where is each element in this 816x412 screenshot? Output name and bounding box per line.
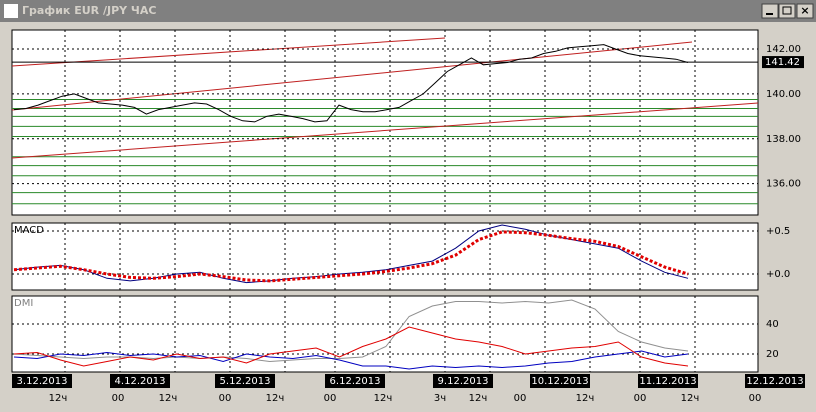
panel: [11, 29, 759, 216]
y-tick-label: 142.00: [766, 44, 801, 55]
panel: [11, 295, 759, 373]
y-tick-label: 140.00: [766, 89, 801, 100]
date-label: 12.12.2013: [746, 376, 803, 387]
panel-title: DMI: [14, 298, 33, 309]
y-tick-label: 40: [766, 319, 779, 330]
title-bar: [0, 0, 816, 22]
date-label: 6.12.2013: [330, 376, 381, 387]
maximize-icon: [782, 6, 792, 15]
window-title: График EUR /JPY ЧАС: [22, 4, 156, 17]
hour-label: 12ч: [159, 393, 178, 404]
hour-label: 12ч: [469, 393, 488, 404]
date-label: 10.12.2013: [531, 376, 588, 387]
date-box: [12, 374, 72, 388]
hour-label: 00: [514, 393, 527, 404]
date-box: [530, 374, 590, 388]
y-tick-label: +0.5: [766, 226, 790, 237]
y-tick-label: 138.00: [766, 134, 801, 145]
y-tick-label: 136.00: [766, 179, 801, 190]
y-tick-label: 20: [766, 349, 779, 360]
hour-label: 12ч: [374, 393, 393, 404]
minimize[interactable]: [761, 3, 779, 19]
date-label: 9.12.2013: [438, 376, 489, 387]
hour-label: 12ч: [49, 393, 68, 404]
hour-label: 12ч: [681, 393, 700, 404]
hour-label: 12ч: [576, 393, 595, 404]
date-box: [745, 374, 805, 388]
trend-line: [11, 102, 759, 159]
series-line: [13, 326, 689, 367]
date-box: [433, 374, 493, 388]
hour-label: 12ч: [266, 393, 285, 404]
trend-line: [11, 37, 446, 67]
date-box: [325, 374, 385, 388]
hour-label: 3ч: [434, 393, 446, 404]
y-tick-label: +0.0: [766, 269, 790, 280]
hour-label: 00: [324, 393, 337, 404]
date-label: 3.12.2013: [17, 376, 68, 387]
close[interactable]: [796, 3, 814, 19]
last-price-box: [762, 56, 804, 69]
hour-label: 00: [112, 393, 125, 404]
date-box: [638, 374, 698, 388]
date-label: 4.12.2013: [115, 376, 166, 387]
hour-label: 00: [634, 393, 647, 404]
panel-title: MACD: [14, 225, 44, 236]
date-box: [110, 374, 170, 388]
series-line: [13, 299, 689, 363]
date-box: [215, 374, 275, 388]
date-label: 5.12.2013: [220, 376, 271, 387]
maximize[interactable]: [778, 3, 796, 19]
trend-line: [11, 41, 693, 111]
series-line: [13, 230, 689, 283]
series-line: [13, 44, 689, 123]
app-icon: [4, 4, 18, 18]
hour-label: 00: [219, 393, 232, 404]
window-buttons[interactable]: ×: [761, 3, 814, 19]
series-line: [13, 350, 689, 370]
date-label: 11.12.2013: [639, 376, 696, 387]
last-price-label: 141.42: [765, 57, 800, 68]
close-icon: ×: [800, 4, 809, 17]
hour-label: 00: [749, 393, 762, 404]
